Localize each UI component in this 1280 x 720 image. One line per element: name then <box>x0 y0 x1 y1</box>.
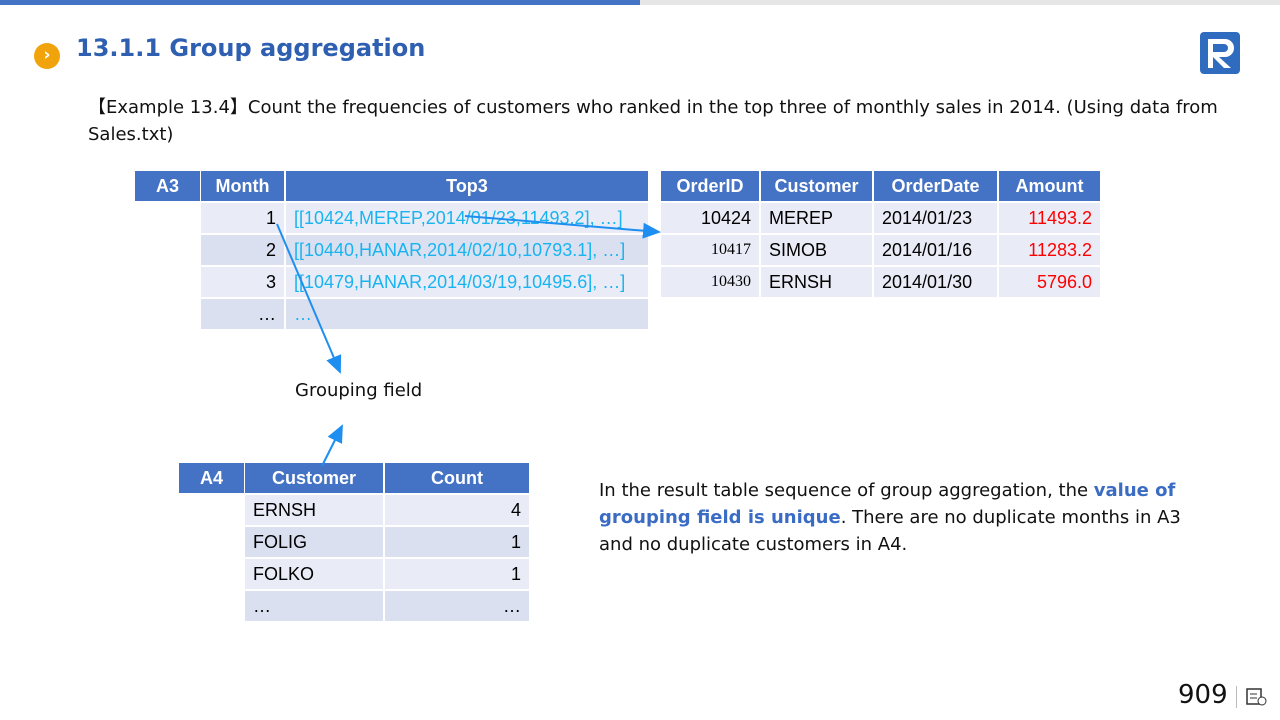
annotation: Grouping field <box>295 380 423 401</box>
table-label: A3 <box>135 171 200 201</box>
bullet-icon: › <box>34 43 60 69</box>
table-cell: [[10479,HANAR,2014/03/19,10495.6], …] <box>286 267 648 297</box>
table-cell: [[10424,MEREP,2014/01/23,11493.2], …] <box>286 203 648 233</box>
table-cell: 5796.0 <box>999 267 1100 297</box>
table-cell: 11493.2 <box>999 203 1100 233</box>
note-text: In the result table sequence of group ag… <box>599 480 1094 501</box>
table-cell: 10424 <box>661 203 759 233</box>
table-cell: MEREP <box>761 203 872 233</box>
example-text: 【Example 13.4】Count the frequencies of c… <box>88 97 1218 145</box>
column-header: Month <box>201 171 284 201</box>
table-cell: 1 <box>201 203 284 233</box>
table-cell: FOLIG <box>245 527 383 557</box>
table-cell: 2014/01/30 <box>874 267 997 297</box>
column-header: Amount <box>999 171 1100 201</box>
table-cell: 2 <box>201 235 284 265</box>
column-header: OrderDate <box>874 171 997 201</box>
table-cell: 1 <box>385 527 529 557</box>
table-cell: 2014/01/23 <box>874 203 997 233</box>
progress-track <box>640 0 1280 5</box>
table-cell: … <box>286 299 648 329</box>
table-cell: 2014/01/16 <box>874 235 997 265</box>
table-cell: ERNSH <box>761 267 872 297</box>
table-cell: … <box>385 591 529 621</box>
table-cell: FOLKO <box>245 559 383 589</box>
menu-icon[interactable] <box>1246 687 1268 707</box>
note-highlight: value of grouping field is unique <box>599 480 1176 528</box>
column-header: Top3 <box>286 171 648 201</box>
note: In the result table sequence of group ag… <box>599 477 1189 558</box>
table-cell: 11283.2 <box>999 235 1100 265</box>
table-cell: [[10440,HANAR,2014/02/10,10793.1], …] <box>286 235 648 265</box>
column-header: Customer <box>245 463 383 493</box>
page-number: 909 <box>1178 680 1228 710</box>
note-text: . There are no duplicate months in A3 an… <box>599 507 1181 555</box>
table-cell: SIMOB <box>761 235 872 265</box>
table-cell: ERNSH <box>245 495 383 525</box>
column-header: OrderID <box>661 171 759 201</box>
column-header: Count <box>385 463 529 493</box>
column-header: Customer <box>761 171 872 201</box>
logo <box>1200 32 1240 74</box>
title: 13.1.1 Group aggregation <box>76 34 426 62</box>
table-cell: … <box>245 591 383 621</box>
table-cell: … <box>201 299 284 329</box>
progress-bar <box>0 0 640 5</box>
table-cell: 4 <box>385 495 529 525</box>
table-cell: 3 <box>201 267 284 297</box>
divider <box>1236 686 1237 708</box>
table-cell: 10417 <box>661 235 759 265</box>
table-cell: 1 <box>385 559 529 589</box>
table-cell: 10430 <box>661 267 759 297</box>
table-label: A4 <box>179 463 244 493</box>
